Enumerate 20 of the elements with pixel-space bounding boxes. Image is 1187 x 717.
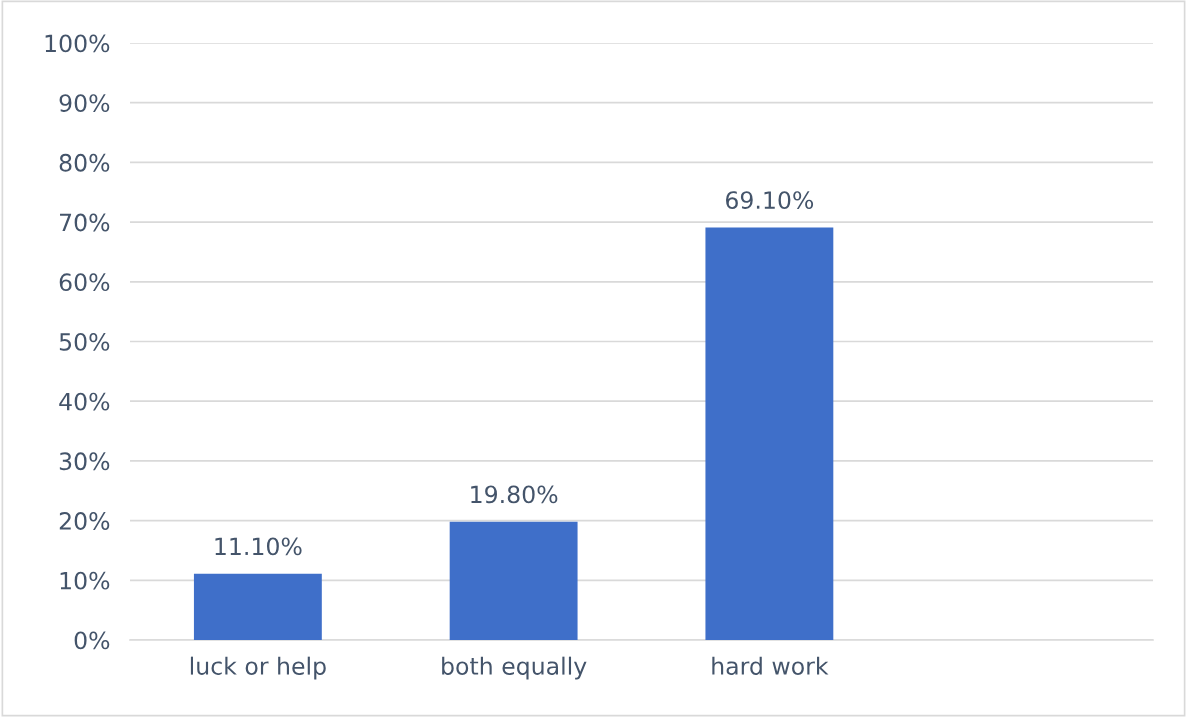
y-tick-label: 30% bbox=[59, 452, 110, 471]
y-tick-label: 70% bbox=[60, 213, 110, 232]
y-tick-label: 80% bbox=[59, 153, 110, 172]
y-tick-label: 10% bbox=[60, 571, 110, 590]
y-tick-label: 20% bbox=[59, 512, 110, 530]
y-tick-label: 100% bbox=[45, 34, 110, 53]
x-tick-label: hard work bbox=[712, 656, 829, 675]
x-tick-label: luck or help bbox=[190, 656, 326, 680]
y-tick-label: 50% bbox=[59, 332, 110, 351]
data-label: 19.80% bbox=[471, 485, 558, 504]
bar bbox=[705, 227, 834, 640]
y-tick-label: 60% bbox=[59, 273, 110, 292]
y-tick-label: 40% bbox=[59, 392, 110, 411]
data-label: 11.10% bbox=[215, 537, 302, 556]
y-tick-label: 90% bbox=[59, 94, 110, 113]
y-tick-label: 0% bbox=[74, 631, 110, 650]
bar bbox=[449, 521, 578, 640]
bar bbox=[193, 573, 322, 640]
x-tick-label: both equally bbox=[442, 656, 587, 680]
data-label: 69.10% bbox=[726, 191, 814, 210]
